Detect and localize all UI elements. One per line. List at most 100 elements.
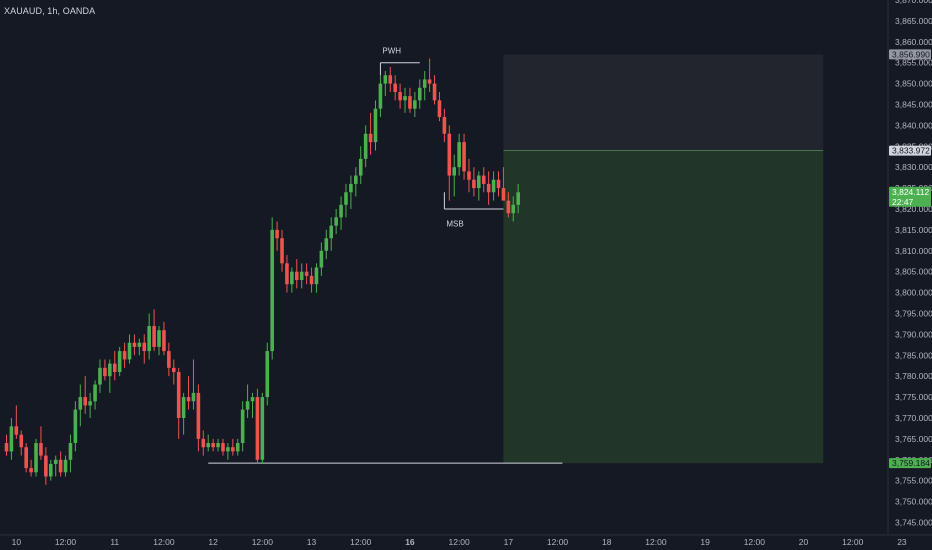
candle-body[interactable] bbox=[363, 133, 368, 159]
candle-body[interactable] bbox=[432, 83, 437, 101]
candle-body[interactable] bbox=[290, 271, 294, 285]
candle-body[interactable] bbox=[452, 167, 457, 176]
candle-body[interactable] bbox=[398, 91, 402, 101]
candle-body[interactable] bbox=[265, 351, 270, 398]
candle-body[interactable] bbox=[117, 351, 122, 372]
candle-body[interactable] bbox=[299, 271, 304, 281]
candle-body[interactable] bbox=[108, 363, 112, 377]
candle-body[interactable] bbox=[83, 397, 88, 406]
candle-body[interactable] bbox=[157, 330, 161, 347]
tag-current[interactable] bbox=[889, 186, 931, 207]
candle-body[interactable] bbox=[68, 443, 73, 460]
candle-body[interactable] bbox=[122, 351, 127, 360]
candle-body[interactable] bbox=[19, 434, 24, 448]
candle-body[interactable] bbox=[93, 384, 97, 402]
candle-body[interactable] bbox=[206, 443, 211, 448]
candle-body[interactable] bbox=[354, 175, 358, 184]
candle-body[interactable] bbox=[78, 397, 83, 410]
candle-body[interactable] bbox=[4, 443, 9, 452]
candle-body[interactable] bbox=[58, 459, 63, 473]
candle-body[interactable] bbox=[481, 175, 486, 184]
candle-body[interactable] bbox=[147, 326, 151, 352]
candle-body[interactable] bbox=[422, 79, 427, 88]
candle-body[interactable] bbox=[24, 447, 28, 469]
candle-body[interactable] bbox=[245, 401, 250, 410]
candle-body[interactable] bbox=[486, 183, 491, 193]
candle-body[interactable] bbox=[344, 192, 348, 205]
candle-body[interactable] bbox=[516, 192, 520, 205]
candle-body[interactable] bbox=[98, 367, 102, 385]
candle-body[interactable] bbox=[324, 238, 329, 251]
candle-body[interactable] bbox=[442, 117, 447, 134]
candle-body[interactable] bbox=[48, 463, 53, 477]
candle-body[interactable] bbox=[44, 455, 48, 477]
candle-body[interactable] bbox=[88, 401, 92, 406]
candle-body[interactable] bbox=[349, 183, 353, 193]
candle-body[interactable] bbox=[112, 363, 117, 372]
candle-body[interactable] bbox=[477, 175, 481, 189]
candle-body[interactable] bbox=[467, 171, 471, 180]
candle-body[interactable] bbox=[275, 229, 279, 239]
candle-body[interactable] bbox=[388, 75, 393, 84]
candle-body[interactable] bbox=[408, 96, 412, 109]
candle-body[interactable] bbox=[437, 100, 442, 118]
candle-body[interactable] bbox=[304, 271, 309, 276]
candle-body[interactable] bbox=[403, 96, 407, 101]
candle-body[interactable] bbox=[368, 133, 373, 143]
candle-body[interactable] bbox=[417, 87, 422, 101]
candle-body[interactable] bbox=[171, 367, 176, 372]
candle-body[interactable] bbox=[501, 188, 506, 201]
candle-body[interactable] bbox=[280, 238, 284, 264]
candle-body[interactable] bbox=[216, 443, 220, 448]
candle-body[interactable] bbox=[319, 250, 324, 268]
candle-body[interactable] bbox=[152, 326, 156, 347]
candle-body[interactable] bbox=[447, 133, 452, 176]
tag-target[interactable] bbox=[889, 458, 931, 469]
candle-body[interactable] bbox=[255, 397, 260, 460]
candle-body[interactable] bbox=[393, 83, 397, 92]
candle-body[interactable] bbox=[496, 179, 501, 189]
candle-body[interactable] bbox=[186, 397, 191, 402]
candle-body[interactable] bbox=[226, 447, 230, 452]
candle-body[interactable] bbox=[250, 397, 255, 402]
candle-body[interactable] bbox=[260, 397, 265, 460]
candle-body[interactable] bbox=[53, 459, 58, 464]
candle-body[interactable] bbox=[34, 443, 38, 473]
candle-body[interactable] bbox=[294, 271, 299, 281]
candle-body[interactable] bbox=[427, 79, 432, 84]
candle-body[interactable] bbox=[9, 426, 14, 452]
candle-body[interactable] bbox=[181, 397, 186, 418]
candle-body[interactable] bbox=[309, 275, 314, 285]
stop-loss-zone[interactable] bbox=[503, 54, 824, 151]
candle-body[interactable] bbox=[196, 392, 201, 439]
tag-entry[interactable] bbox=[889, 145, 931, 156]
candle-body[interactable] bbox=[231, 447, 235, 452]
candle-body[interactable] bbox=[191, 392, 196, 402]
profit-target-zone[interactable] bbox=[503, 150, 824, 464]
candle-body[interactable] bbox=[413, 100, 417, 109]
candle-body[interactable] bbox=[491, 179, 496, 193]
candle-body[interactable] bbox=[167, 351, 171, 368]
candle-body[interactable] bbox=[383, 75, 388, 84]
candle-body[interactable] bbox=[378, 83, 383, 109]
candle-body[interactable] bbox=[511, 204, 516, 214]
candle-body[interactable] bbox=[127, 342, 132, 360]
candle-body[interactable] bbox=[270, 229, 274, 352]
candle-body[interactable] bbox=[358, 158, 363, 176]
candle-body[interactable] bbox=[14, 426, 19, 435]
candle-body[interactable] bbox=[334, 217, 338, 226]
candle-body[interactable] bbox=[329, 225, 334, 239]
candle-body[interactable] bbox=[162, 330, 166, 352]
candle-body[interactable] bbox=[176, 371, 181, 418]
candle-body[interactable] bbox=[339, 204, 343, 218]
candle-body[interactable] bbox=[63, 459, 68, 473]
candle-body[interactable] bbox=[29, 468, 33, 473]
candle-body[interactable] bbox=[373, 108, 378, 143]
tag-stop[interactable] bbox=[889, 49, 931, 60]
candle-body[interactable] bbox=[39, 443, 43, 456]
candle-body[interactable] bbox=[462, 142, 466, 172]
candle-body[interactable] bbox=[506, 200, 511, 214]
candle-body[interactable] bbox=[73, 409, 78, 444]
